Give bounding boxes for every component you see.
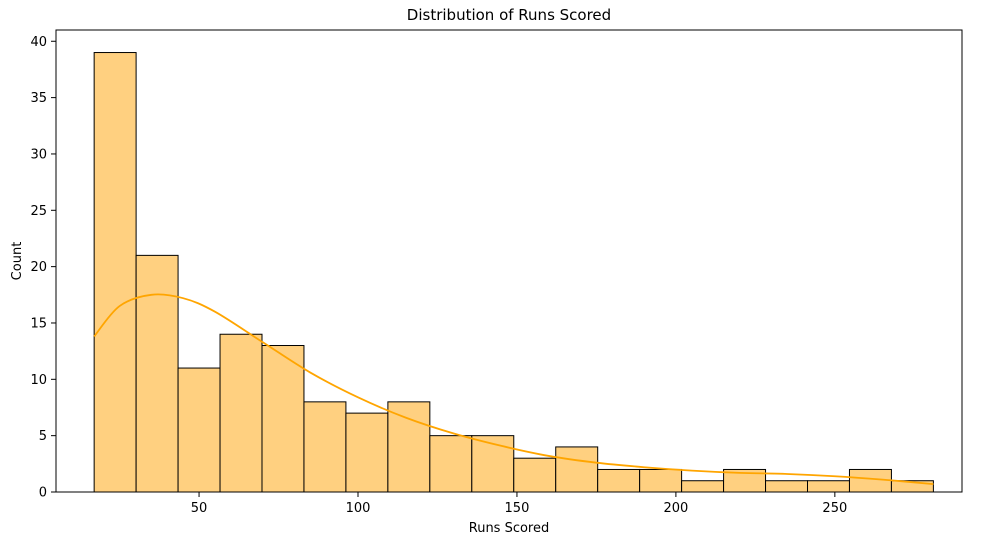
x-tick-label: 50 <box>191 501 208 516</box>
y-tick-label: 40 <box>30 35 47 50</box>
kde-curve <box>93 293 934 486</box>
kde-layer <box>93 293 934 486</box>
y-tick-label: 20 <box>30 260 47 275</box>
x-tick-label: 150 <box>505 501 530 516</box>
histogram-bar <box>135 254 179 493</box>
y-tick-label: 5 <box>39 429 47 444</box>
chart-title: Distribution of Runs Scored <box>407 6 611 24</box>
histogram-bar <box>219 333 263 493</box>
histogram-bar <box>93 52 137 493</box>
histogram-bar <box>177 367 221 493</box>
y-tick-label: 15 <box>30 316 47 331</box>
x-tick-label: 200 <box>663 501 688 516</box>
y-axis-ticks: 0 5 10 15 20 25 30 35 40 <box>30 35 56 501</box>
y-tick-label: 30 <box>30 147 47 162</box>
histogram-bar <box>765 480 809 493</box>
histogram-bar <box>597 468 641 493</box>
histogram-bar <box>387 401 431 493</box>
histogram-bar <box>261 345 305 493</box>
histogram-bar <box>513 457 557 493</box>
histogram-bar <box>807 480 850 493</box>
histogram-bar <box>681 480 725 493</box>
y-tick-label: 25 <box>30 204 47 219</box>
histogram-bar <box>471 435 515 493</box>
histogram-bar <box>639 468 683 493</box>
histogram-bar <box>429 435 473 493</box>
histogram-bar <box>555 446 599 493</box>
x-tick-label: 250 <box>822 501 847 516</box>
y-axis-label: Count <box>10 242 25 281</box>
histogram-bar <box>848 468 892 493</box>
y-tick-label: 10 <box>30 373 47 388</box>
y-tick-label: 0 <box>39 486 47 501</box>
y-tick-label: 35 <box>30 91 47 106</box>
x-axis-ticks: 50 100 150 200 250 <box>191 492 847 516</box>
histogram-bars <box>93 52 934 493</box>
plot-frame <box>55 29 963 493</box>
x-tick-label: 100 <box>346 501 371 516</box>
histogram-bar <box>345 412 389 493</box>
x-axis-label: Runs Scored <box>469 521 550 536</box>
histogram-bar <box>303 401 347 493</box>
